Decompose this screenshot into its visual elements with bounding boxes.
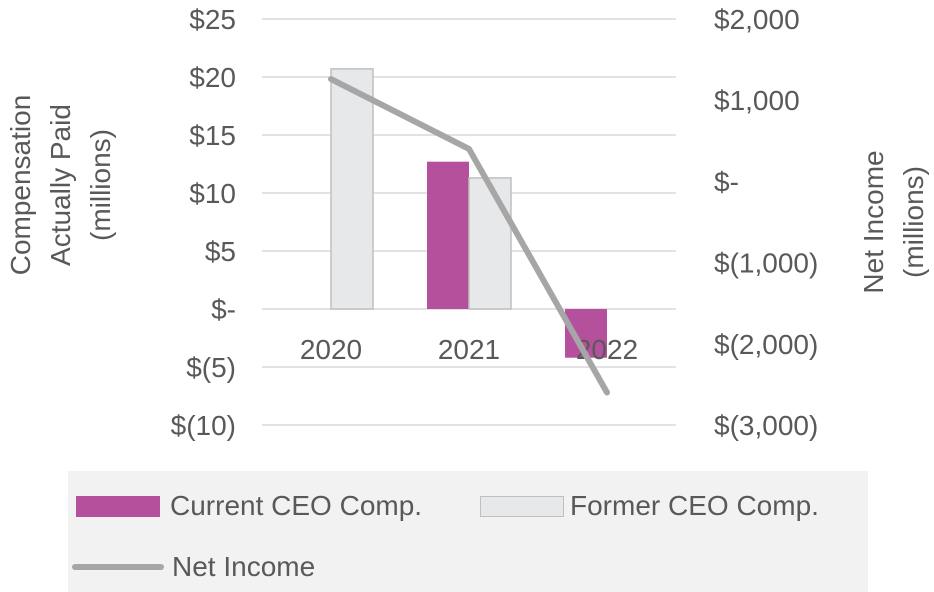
right-axis-title-line: (millions) (898, 166, 929, 278)
legend-label-current-ceo: Current CEO Comp. (170, 490, 423, 521)
legend-swatch-current-ceo (76, 495, 160, 517)
left-tick-label: $15 (189, 120, 236, 151)
x-tick-label-2020: 2020 (300, 334, 362, 365)
combo-chart: 2020 2021 2022$25$20$15$10$5$-$(5)$(10)$2,… (5, 4, 929, 441)
legend-swatch-net-income (72, 564, 164, 570)
left-tick-label: $20 (189, 62, 236, 93)
right-tick-label: $(3,000) (714, 410, 818, 441)
right-axis-title-line: Net Income (858, 150, 889, 293)
left-tick-label: $5 (205, 236, 236, 267)
left-tick-label: $25 (189, 4, 236, 35)
left-axis-title-line: Actually Paid (45, 104, 76, 266)
left-axis-title-line: Compensation (5, 95, 36, 276)
bar-former-ceo-2020 (330, 68, 374, 310)
right-tick-label: $1,000 (714, 85, 800, 116)
right-tick-label: $(1,000) (714, 248, 818, 279)
left-axis-title: Compensation Actually Paid (millions) (5, 95, 116, 276)
line-net-income (328, 76, 610, 396)
left-tick-label: $(5) (186, 352, 236, 383)
left-tick-label: $10 (189, 178, 236, 209)
legend-item-current-ceo: Current CEO Comp. (76, 490, 422, 522)
bar-current-ceo-2021 (427, 161, 469, 309)
right-tick-label: $- (714, 166, 739, 197)
left-axis-title-line: (millions) (85, 129, 116, 241)
right-tick-label: $2,000 (714, 4, 800, 35)
legend-label-former-ceo: Former CEO Comp. (570, 490, 819, 521)
left-tick-label: $- (211, 294, 236, 325)
legend-swatch-former-ceo (480, 495, 564, 517)
legend-item-net-income: Net Income (72, 551, 315, 583)
legend-item-former-ceo: Former CEO Comp. (480, 490, 819, 522)
chart-legend: Current CEO Comp. Former CEO Comp. Net I… (68, 471, 868, 592)
right-tick-label: $(2,000) (714, 329, 818, 360)
right-axis-title: Net Income (millions) (858, 150, 929, 293)
legend-label-net-income: Net Income (172, 551, 316, 582)
bar-former-ceo-2021 (468, 177, 512, 310)
x-tick-label-2021: 2021 (438, 334, 500, 365)
left-tick-label: $(10) (171, 410, 236, 441)
